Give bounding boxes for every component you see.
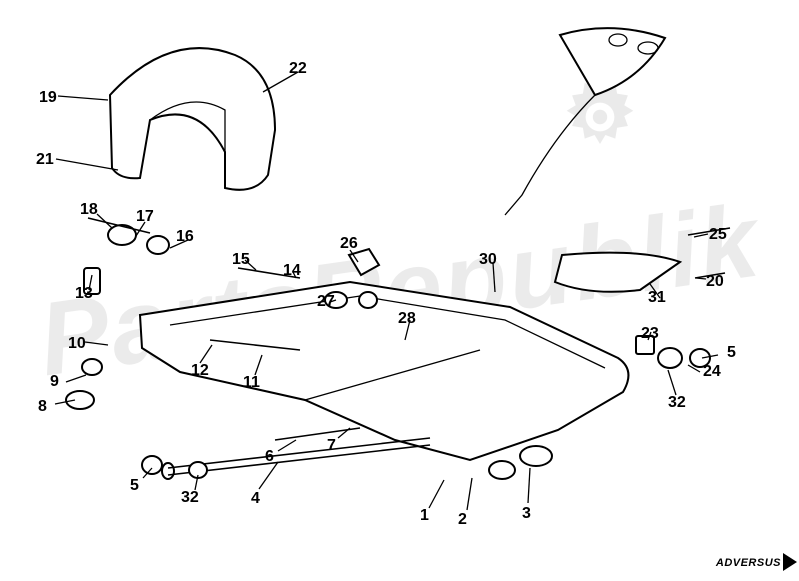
diagram-sketch bbox=[0, 0, 799, 581]
callout-10: 10 bbox=[68, 336, 86, 352]
callout-19: 19 bbox=[39, 90, 57, 106]
callout-30: 30 bbox=[479, 252, 497, 268]
callout-9: 9 bbox=[50, 374, 59, 390]
callout-23: 23 bbox=[641, 326, 659, 342]
callout-27: 27 bbox=[317, 294, 335, 310]
adversus-label: ADVERSUS bbox=[716, 557, 781, 569]
callout-21: 21 bbox=[36, 152, 54, 168]
callout-25: 25 bbox=[709, 227, 727, 243]
callout-6: 6 bbox=[265, 449, 274, 465]
callout-22: 22 bbox=[289, 61, 307, 77]
callout-1: 1 bbox=[420, 508, 429, 524]
callout-20: 20 bbox=[706, 274, 724, 290]
callout-26: 26 bbox=[340, 236, 358, 252]
callout-31: 31 bbox=[648, 290, 666, 306]
callout-4: 4 bbox=[251, 491, 260, 507]
callout-7: 7 bbox=[327, 438, 336, 454]
callout-24: 24 bbox=[703, 364, 721, 380]
callout-32: 32 bbox=[668, 395, 686, 411]
callout-5: 5 bbox=[130, 478, 139, 494]
callout-18: 18 bbox=[80, 202, 98, 218]
callout-12: 12 bbox=[191, 363, 209, 379]
callout-17: 17 bbox=[136, 209, 154, 225]
callout-3: 3 bbox=[522, 506, 531, 522]
diagram-canvas: PartsRepublik bbox=[0, 0, 799, 581]
callout-11: 11 bbox=[243, 375, 260, 391]
callout-5: 5 bbox=[727, 345, 736, 361]
adversus-arrow-icon bbox=[783, 553, 797, 571]
callout-2: 2 bbox=[458, 512, 467, 528]
callout-14: 14 bbox=[283, 263, 301, 279]
callout-13: 13 bbox=[75, 286, 93, 302]
callout-16: 16 bbox=[176, 229, 194, 245]
callout-28: 28 bbox=[398, 311, 416, 327]
callout-32: 32 bbox=[181, 490, 199, 506]
callout-15: 15 bbox=[232, 252, 250, 268]
callout-8: 8 bbox=[38, 399, 47, 415]
